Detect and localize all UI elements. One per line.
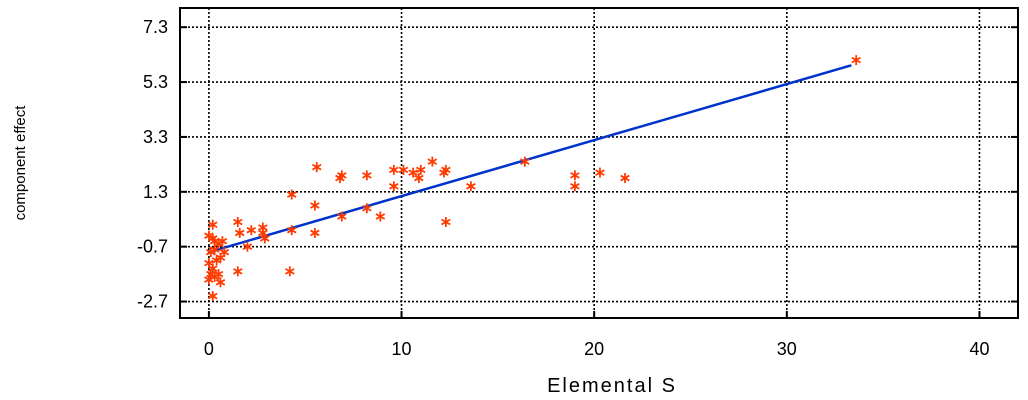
data-point — [398, 164, 409, 175]
data-point — [362, 203, 372, 214]
data-point — [310, 200, 320, 211]
data-point — [620, 173, 630, 184]
data-points — [204, 55, 861, 302]
data-point — [232, 216, 243, 227]
data-point — [570, 170, 580, 181]
data-point — [242, 241, 253, 252]
data-point — [285, 266, 295, 277]
grid-lines — [180, 8, 1018, 318]
y-axis-title: component effect — [12, 105, 29, 221]
data-point — [234, 227, 245, 238]
data-point — [207, 291, 218, 302]
y-tick-label: -2.7 — [137, 292, 168, 312]
data-point — [209, 236, 220, 247]
data-point — [286, 225, 297, 236]
data-point — [259, 233, 270, 244]
plot-frame — [179, 7, 1019, 319]
regression-line — [207, 64, 852, 254]
data-point — [427, 156, 438, 167]
data-point — [215, 277, 226, 288]
x-tick-label: 0 — [204, 339, 214, 359]
data-point — [851, 55, 861, 66]
axis-ticks — [180, 26, 1018, 318]
data-point — [232, 266, 243, 277]
data-point — [441, 164, 451, 175]
x-tick-label: 10 — [392, 339, 412, 359]
data-point — [408, 167, 418, 178]
y-tick-label: 7.3 — [143, 17, 168, 37]
data-point — [310, 227, 320, 238]
data-point — [416, 164, 426, 175]
data-point — [258, 222, 268, 233]
x-tick-label: 20 — [584, 339, 604, 359]
data-point — [337, 211, 347, 222]
data-point — [375, 211, 386, 222]
data-point — [207, 219, 218, 230]
data-point — [246, 225, 257, 236]
data-point — [441, 216, 451, 227]
x-axis-title: Elemental S — [547, 375, 677, 397]
y-tick-label: 5.3 — [143, 72, 168, 92]
data-point — [362, 170, 372, 181]
data-point — [204, 230, 214, 241]
y-tick-label: 3.3 — [143, 127, 168, 147]
data-point — [217, 236, 228, 247]
y-tick-label: -0.7 — [137, 237, 168, 257]
data-point — [286, 189, 297, 200]
data-point — [204, 258, 214, 269]
data-point — [337, 170, 347, 181]
data-point — [219, 247, 230, 258]
y-tick-label: 1.3 — [143, 182, 168, 202]
x-tick-label: 40 — [969, 339, 989, 359]
data-point — [520, 156, 530, 167]
data-point — [389, 164, 399, 175]
x-tick-label: 30 — [777, 339, 797, 359]
data-point — [213, 269, 224, 280]
tick-labels: 0 10 20 30 40 -2.7 -0.7 1.3 3.3 5.3 7.3 — [137, 17, 990, 359]
data-point — [595, 167, 605, 178]
data-point — [389, 181, 399, 192]
data-point — [311, 162, 322, 173]
data-point — [570, 181, 580, 192]
data-point — [414, 173, 424, 184]
data-point — [466, 181, 476, 192]
